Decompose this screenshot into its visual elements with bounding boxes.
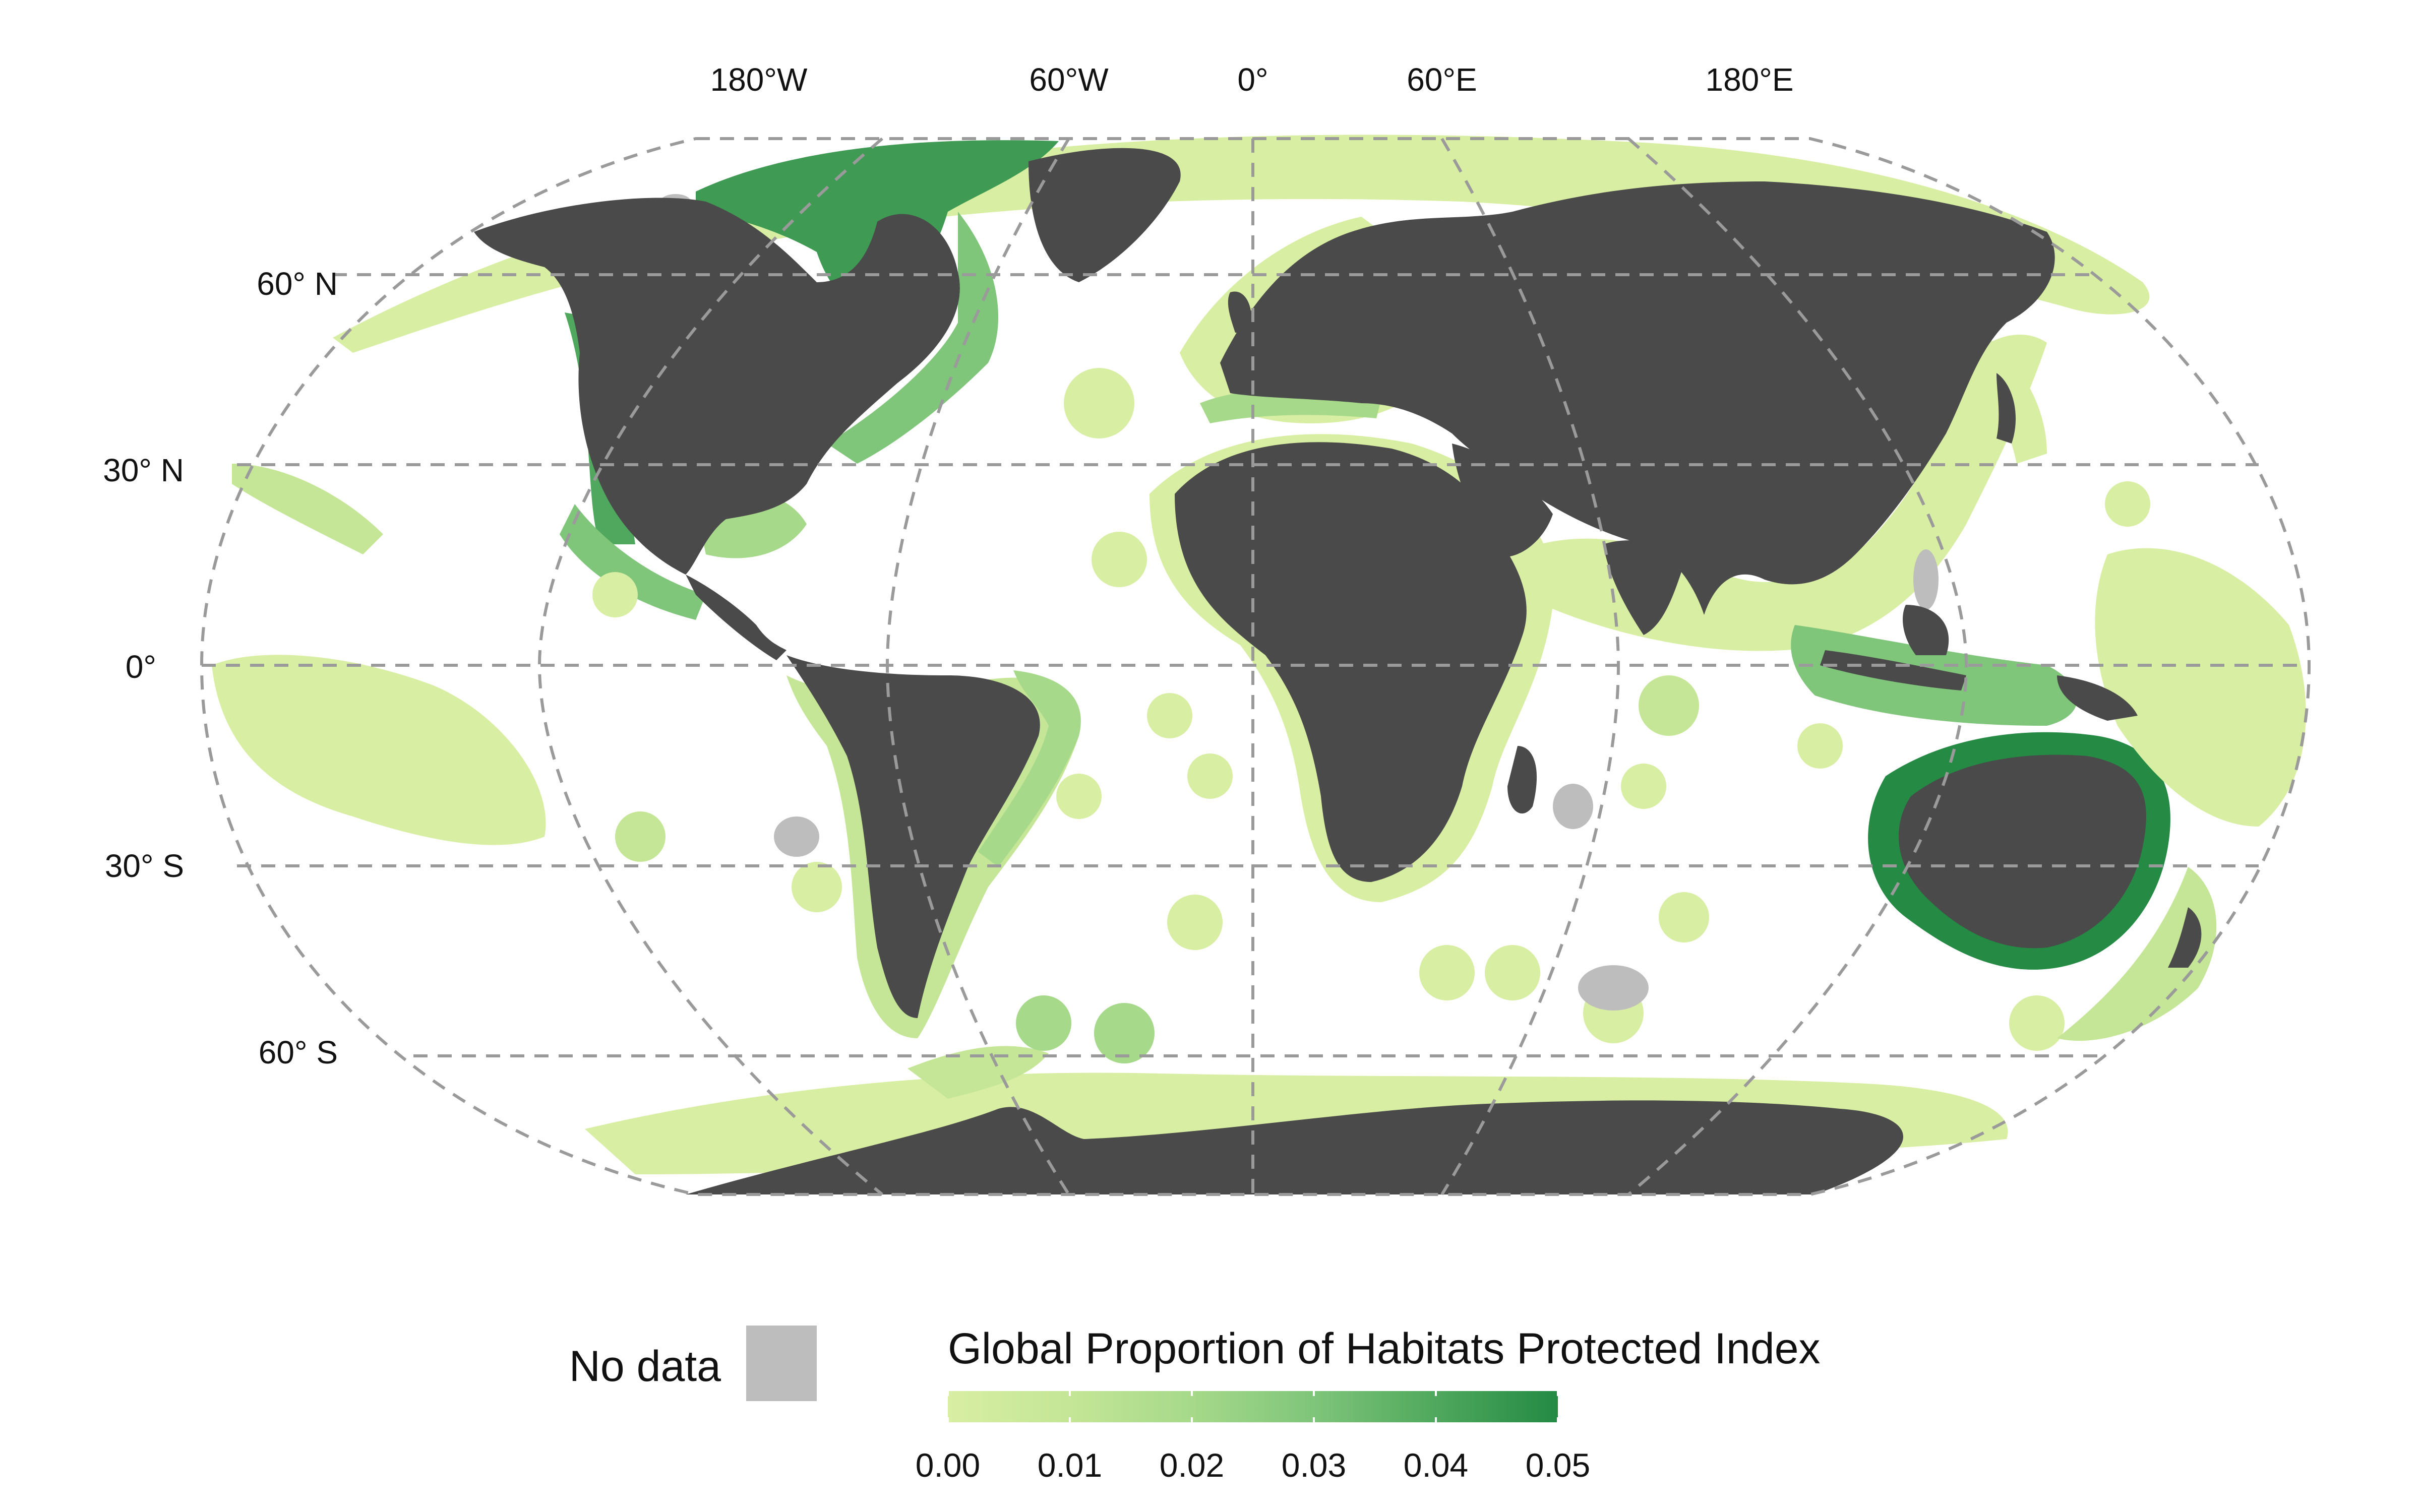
latitude-labels: 60° N 30° N 0° 30° S 60° S xyxy=(103,266,338,1070)
no-data-patch xyxy=(1578,965,1649,1011)
zone-hawaii xyxy=(232,464,383,554)
legend-tick-label: 0.02 xyxy=(1160,1446,1224,1484)
latitude-label: 30° N xyxy=(103,452,184,488)
land-central-america xyxy=(686,575,786,660)
legend-colorbar xyxy=(948,1391,1558,1422)
zone-brazil-coast xyxy=(978,670,1081,867)
no-data-label: No data xyxy=(569,1342,721,1391)
zone-seamount xyxy=(1147,693,1192,738)
zone-seamount xyxy=(1639,675,1699,736)
meridian-60w xyxy=(885,138,1070,1195)
land-borneo xyxy=(1903,605,1949,655)
land-africa xyxy=(1175,442,1527,882)
land-uk xyxy=(1228,291,1252,333)
no-data-patch xyxy=(774,816,819,857)
latitude-label: 60° S xyxy=(259,1034,338,1070)
longitude-label: 60°E xyxy=(1407,61,1477,98)
zone-seamount xyxy=(2009,995,2065,1051)
land-new-guinea xyxy=(2057,675,2138,721)
legend-tick-label: 0.05 xyxy=(1526,1446,1590,1484)
zone-seamount xyxy=(1167,895,1223,950)
land-masses xyxy=(474,148,2202,1194)
land-north-america xyxy=(474,198,960,575)
zone-seamount xyxy=(1094,1003,1155,1063)
graticule xyxy=(200,137,2311,1196)
meridian-60e xyxy=(1440,138,1620,1195)
land-south-america xyxy=(786,655,1040,1018)
zone-seamount xyxy=(1064,368,1134,438)
meridian-120e xyxy=(1627,137,1968,1196)
legend-tick-label: 0.00 xyxy=(916,1446,980,1484)
land-new-zealand xyxy=(2168,907,2202,968)
color-scale-legend: Global Proportion of Habitats Protected … xyxy=(916,1325,1821,1484)
zone-seamount xyxy=(792,862,842,912)
zone-seamount xyxy=(1797,723,1843,769)
zone-seamount xyxy=(1419,945,1475,1000)
zone-seamount xyxy=(1092,532,1147,587)
land-madagascar xyxy=(1507,746,1537,814)
no-data-patch xyxy=(1913,549,1939,610)
land-india xyxy=(1603,540,1684,635)
land-greenland xyxy=(1028,148,1181,282)
longitude-labels: 180°W 60°W 0° 60°E 180°E xyxy=(710,61,1794,98)
zone-seamount xyxy=(1056,774,1102,819)
land-australia xyxy=(1899,754,2146,949)
land-antarctica xyxy=(686,1100,1903,1194)
zone-seamount xyxy=(1187,753,1233,799)
zone-seamount xyxy=(1485,945,1540,1000)
zone-seamount xyxy=(1659,892,1709,942)
zone-pacific-islands-east xyxy=(212,655,546,845)
longitude-label: 0° xyxy=(1237,61,1268,98)
land-europe-asia xyxy=(1220,181,2055,615)
longitude-label: 180°W xyxy=(710,61,808,98)
legend-title: Global Proportion of Habitats Protected … xyxy=(948,1325,1821,1373)
land-indonesia xyxy=(1820,650,1966,690)
latitude-label: 0° xyxy=(126,649,156,685)
zone-new-zealand xyxy=(2057,867,2217,1041)
zone-antarctic-peninsula xyxy=(908,1046,1049,1099)
no-data-legend: No data xyxy=(569,1326,817,1401)
zone-seamount xyxy=(592,572,638,617)
zone-mexico-pacific xyxy=(560,504,706,620)
latitude-label: 30° S xyxy=(105,848,184,884)
zone-north-america-east xyxy=(827,212,998,464)
no-data-swatch xyxy=(746,1326,817,1401)
legend-tick-label: 0.04 xyxy=(1404,1446,1468,1484)
longitude-label: 180°E xyxy=(1705,61,1793,98)
zone-seamount xyxy=(1016,995,1071,1051)
zone-seamount xyxy=(2105,481,2150,527)
legend-tick-label: 0.03 xyxy=(1282,1446,1346,1484)
legend-ticks: 0.00 0.01 0.02 0.03 0.04 0.05 xyxy=(916,1391,1590,1484)
land-arabia xyxy=(1452,444,1553,557)
latitude-label: 60° N xyxy=(257,266,338,302)
zone-seamount xyxy=(615,811,666,862)
longitude-label: 60°W xyxy=(1029,61,1109,98)
zone-seamount xyxy=(1621,764,1666,809)
land-japan xyxy=(1996,373,2016,444)
no-data-patch xyxy=(1553,784,1593,829)
legend-tick-label: 0.01 xyxy=(1038,1446,1102,1484)
zone-pacific-islands-west xyxy=(2095,548,2306,827)
